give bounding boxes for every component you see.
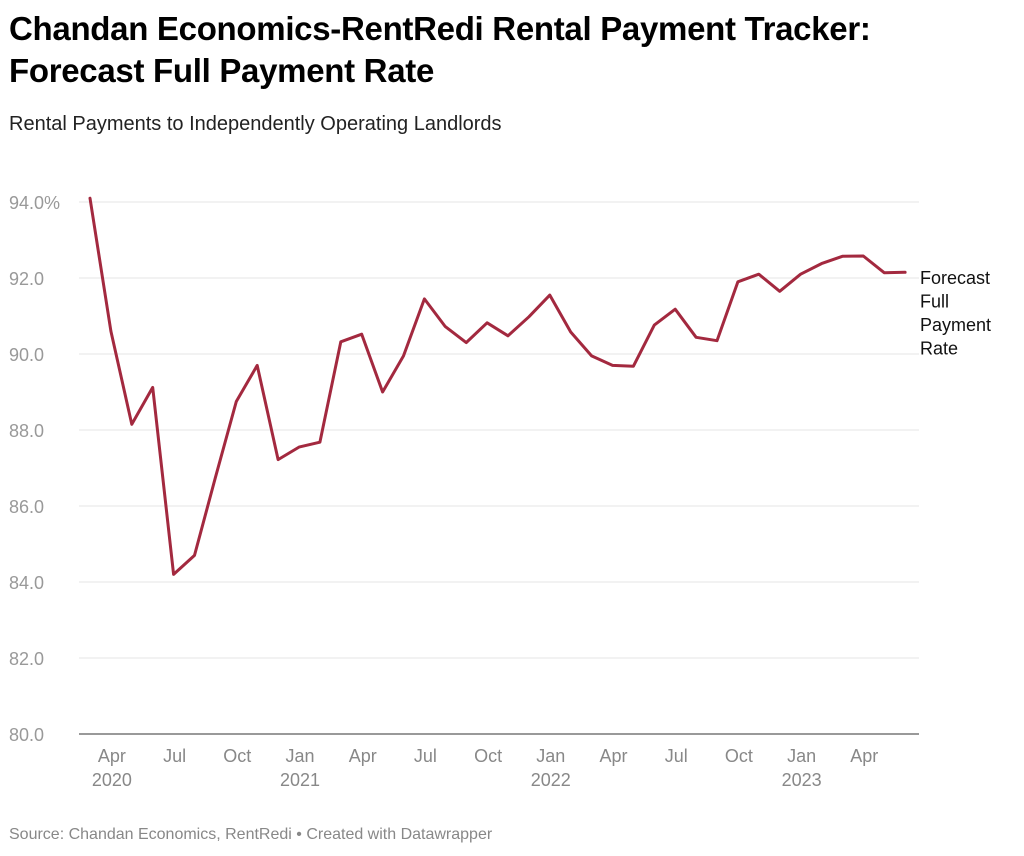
series-label-line: Payment — [920, 315, 991, 335]
x-tick-label: Jul — [414, 746, 437, 766]
series-label-line: Rate — [920, 339, 958, 359]
x-tick-label: Oct — [725, 746, 753, 766]
x-tick-year: 2023 — [782, 770, 822, 790]
x-tick-year: 2022 — [531, 770, 571, 790]
y-tick-label: 80.0 — [9, 725, 44, 745]
x-tick-label: Apr — [349, 746, 377, 766]
gridlines — [79, 201, 919, 735]
series-label-line: Forecast — [920, 268, 990, 288]
y-tick-label: 84.0 — [9, 573, 44, 593]
x-tick-label: Jan — [285, 746, 314, 766]
chart-subtitle: Rental Payments to Independently Operati… — [9, 113, 502, 135]
series-layer: Forecast Full Payment Rate — [88, 196, 991, 576]
x-tick-label: Apr — [599, 746, 627, 766]
x-axis-ticks: Apr 2020 Jul Oct Jan 2021 Apr Jul Oct Jan 2022 Apr J… — [92, 746, 878, 790]
x-tick-label: Apr — [98, 746, 126, 766]
series-label-line: Full — [920, 292, 949, 312]
x-tick-year: 2021 — [280, 770, 320, 790]
series-label: Forecast Full Payment Rate — [920, 268, 991, 359]
series-line — [88, 196, 907, 576]
x-tick-label: Apr — [850, 746, 878, 766]
x-tick-label: Oct — [474, 746, 502, 766]
y-tick-label: 88.0 — [9, 421, 44, 441]
x-tick-label: Jan — [536, 746, 565, 766]
y-axis-ticks: 94.0% 92.0 90.0 88.0 86.0 84.0 82.0 80.0 — [9, 193, 60, 745]
x-tick-label: Jul — [163, 746, 186, 766]
y-tick-label: 86.0 — [9, 497, 44, 517]
chart-title: Chandan Economics-RentRedi Rental Paymen… — [9, 8, 1009, 92]
y-tick-label: 94.0% — [9, 193, 60, 213]
chart-title-line-2: Forecast Full Payment Rate — [9, 52, 435, 89]
x-tick-label: Jan — [787, 746, 816, 766]
x-tick-label: Oct — [223, 746, 251, 766]
x-tick-year: 2020 — [92, 770, 132, 790]
y-tick-label: 82.0 — [9, 649, 44, 669]
source-note: Source: Chandan Economics, RentRedi • Cr… — [9, 826, 493, 843]
line-chart: 94.0% 92.0 90.0 88.0 86.0 84.0 82.0 80.0 Apr 202… — [9, 193, 991, 790]
chart-title-line-1: Chandan Economics-RentRedi Rental Paymen… — [9, 10, 871, 47]
y-tick-label: 92.0 — [9, 269, 44, 289]
x-tick-label: Jul — [665, 746, 688, 766]
y-tick-label: 90.0 — [9, 345, 44, 365]
